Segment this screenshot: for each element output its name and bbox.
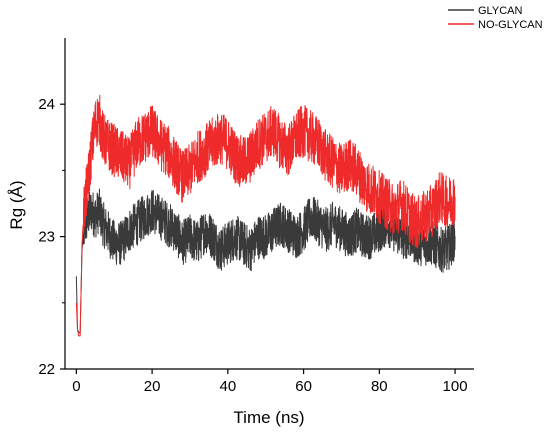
y-tick-label: 24 — [38, 96, 55, 113]
y-axis-title: Rg (Å) — [7, 180, 26, 229]
x-tick-label: 100 — [443, 378, 468, 395]
x-axis-title: Time (ns) — [233, 408, 304, 427]
plot-lines — [75, 94, 456, 337]
axes — [64, 38, 474, 370]
legend-label-no-glycan: NO-GLYCAN — [478, 19, 543, 31]
x-tick-label: 20 — [144, 378, 161, 395]
y-tick-label: 23 — [38, 229, 55, 246]
x-tick-label: 40 — [219, 378, 236, 395]
series-line-no-glycan — [75, 94, 456, 337]
y-tick-label: 22 — [38, 361, 55, 378]
x-tick-label: 80 — [371, 378, 388, 395]
legend-label-glycan: GLYCAN — [478, 5, 522, 17]
x-tick-label: 0 — [72, 378, 80, 395]
y-ticks: 22 23 24 — [38, 96, 65, 378]
x-ticks: 0 20 40 60 80 100 — [72, 369, 468, 395]
series-line-glycan — [75, 188, 456, 334]
x-tick-label: 60 — [295, 378, 312, 395]
legend: GLYCAN NO-GLYCAN — [448, 5, 543, 31]
